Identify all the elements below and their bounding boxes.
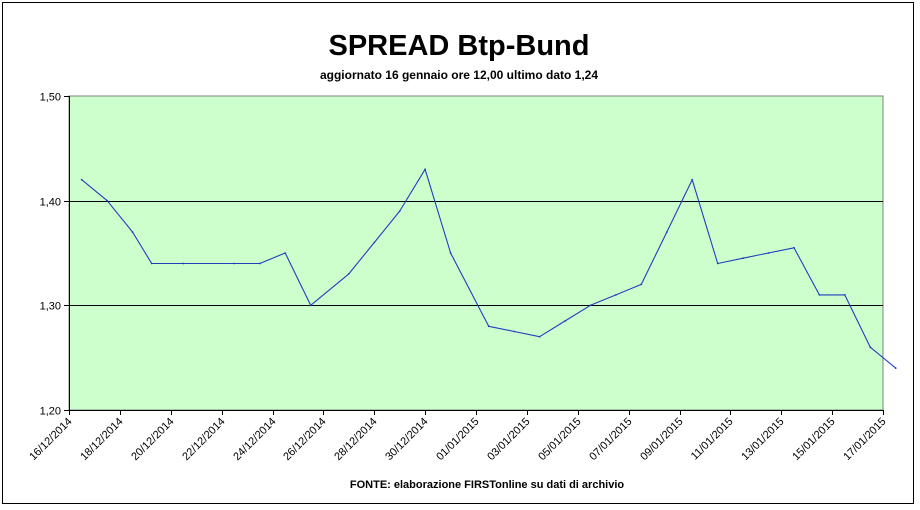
x-tick-label: 16/12/2014 <box>27 416 74 463</box>
data-point <box>373 241 376 244</box>
data-point <box>182 262 185 265</box>
x-axis-tick-labels: 16/12/2014 18/12/2014 20/12/2014 22/12/2014… <box>27 416 888 463</box>
chart-subtitle: aggiornato 16 gennaio ore 12,00 ultimo d… <box>320 68 598 82</box>
x-tick-label: 18/12/2014 <box>78 416 125 463</box>
x-tick-label: 05/01/2015 <box>536 416 583 463</box>
data-point <box>233 262 236 265</box>
data-point <box>640 283 643 286</box>
x-tick-label: 28/12/2014 <box>332 416 379 463</box>
y-tick-label: 1,30 <box>40 301 61 313</box>
data-point <box>150 262 153 265</box>
data-point <box>309 304 312 307</box>
x-tick-label: 22/12/2014 <box>180 416 227 463</box>
axes <box>69 96 884 415</box>
data-point <box>589 304 592 307</box>
y-axis-tick-labels: 1,20 1,30 1,40 1,50 <box>40 92 61 418</box>
data-point <box>449 252 452 254</box>
x-tick-label: 11/01/2015 <box>689 416 736 463</box>
y-tick-label: 1,40 <box>40 197 61 209</box>
data-point <box>487 325 490 328</box>
data-point <box>615 294 617 296</box>
data-point <box>424 168 426 171</box>
data-point <box>106 199 109 202</box>
data-point <box>258 262 261 265</box>
x-tick-label: 07/01/2015 <box>587 416 634 463</box>
data-point <box>513 330 516 333</box>
data-point <box>716 262 719 265</box>
data-point <box>869 346 872 349</box>
data-point <box>538 335 541 338</box>
chart-title: SPREAD Btp-Bund <box>329 30 590 62</box>
data-point <box>818 294 821 296</box>
x-tick-label: 13/01/2015 <box>739 416 786 463</box>
plot-area <box>68 95 884 411</box>
x-tick-label: 26/12/2014 <box>281 416 328 463</box>
data-point <box>691 178 694 181</box>
data-point <box>284 252 287 254</box>
x-tick-label: 15/01/2015 <box>790 416 837 463</box>
data-point <box>793 246 795 249</box>
data-point <box>767 252 770 254</box>
x-tick-label: 30/12/2014 <box>383 416 430 463</box>
y-tick-label: 1,20 <box>40 406 61 418</box>
x-tick-label: 20/12/2014 <box>129 416 176 463</box>
data-point <box>347 273 350 275</box>
data-point <box>742 257 744 260</box>
x-tick-label: 17/01/2015 <box>841 416 888 463</box>
data-point <box>564 320 566 322</box>
y-tick-label: 1,50 <box>40 92 61 104</box>
data-point <box>80 178 83 181</box>
gridlines <box>64 96 883 411</box>
data-point <box>131 231 134 234</box>
series-group <box>80 168 897 369</box>
x-tick-label: 01/01/2015 <box>434 416 481 463</box>
data-point <box>843 294 846 296</box>
data-point <box>665 231 668 234</box>
x-tick-label: 03/01/2015 <box>485 416 532 463</box>
x-tick-label: 09/01/2015 <box>638 416 685 463</box>
data-point <box>398 210 401 213</box>
data-point <box>894 367 897 369</box>
x-tick-label: 24/12/2014 <box>231 416 278 463</box>
source-note: FONTE: elaborazione FIRSTonline su dati … <box>350 479 624 491</box>
